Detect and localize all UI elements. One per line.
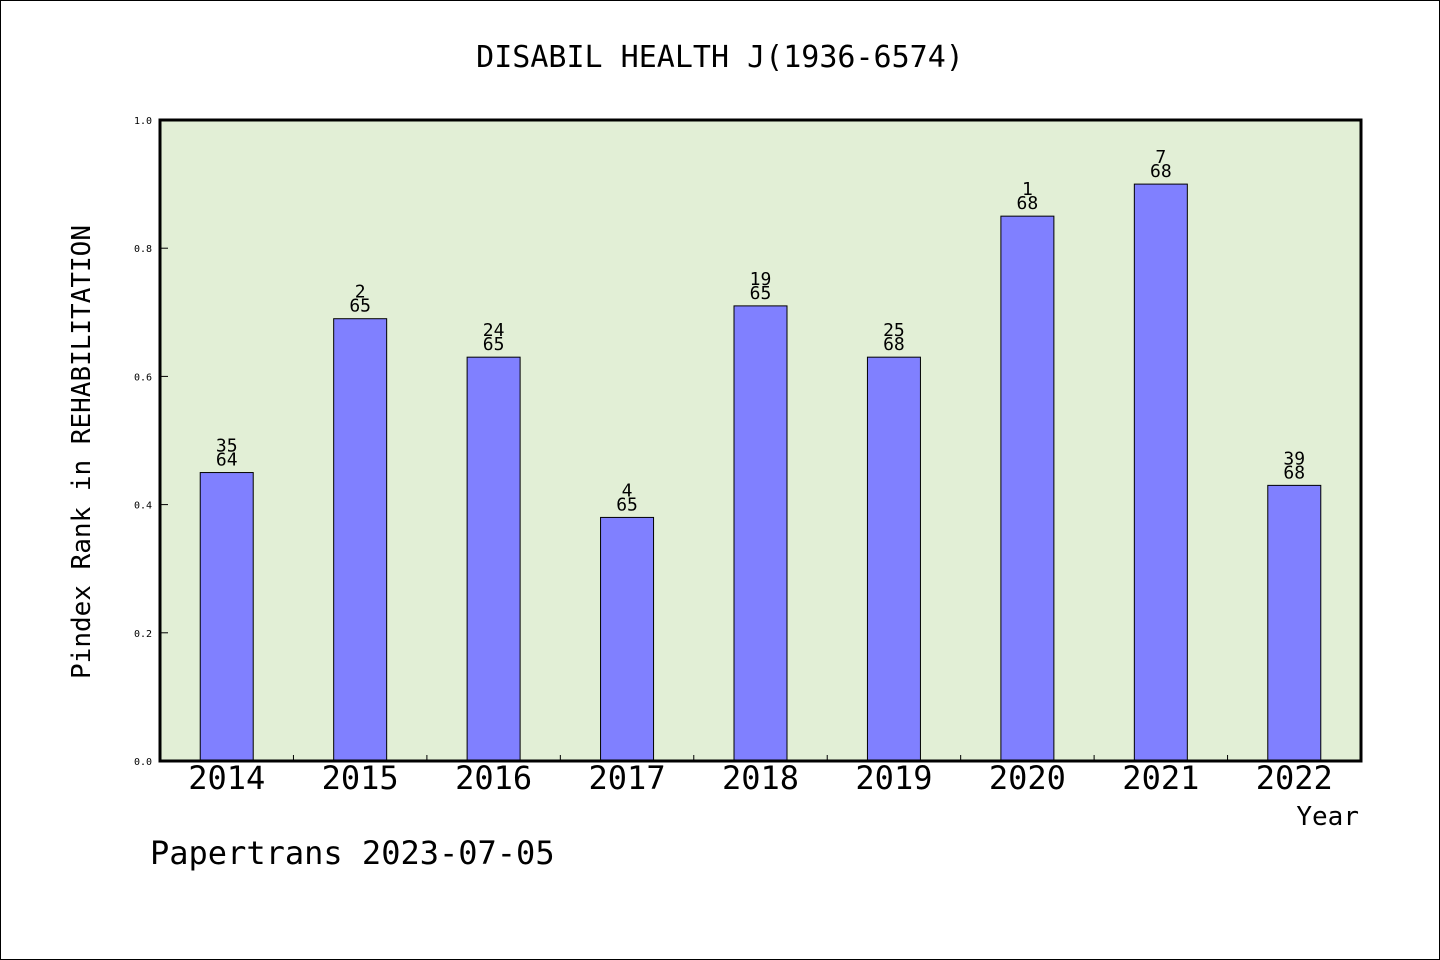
bar bbox=[466, 356, 521, 762]
bar-total-label: 68 bbox=[1150, 161, 1172, 182]
bar bbox=[1267, 484, 1322, 762]
x-ticks-group: 2014 2015 2016 2017 2018 2019 2020 2021 2022 bbox=[188, 755, 1333, 797]
bar-rank-label: 35 bbox=[216, 436, 238, 457]
bar-rank-label: 39 bbox=[1283, 448, 1305, 469]
bar-total-label: 68 bbox=[883, 334, 905, 355]
bar-total-label: 65 bbox=[483, 334, 505, 355]
bar bbox=[1133, 183, 1188, 762]
bar bbox=[199, 472, 254, 762]
bar bbox=[733, 305, 788, 762]
chart-title: DISABIL HEALTH J(1936-6574) bbox=[476, 40, 964, 75]
y-tick-label: 0.2 bbox=[134, 629, 152, 640]
bar-total-label: 65 bbox=[616, 494, 638, 515]
plot-border bbox=[158, 118, 1363, 763]
x-tick-label: 2016 bbox=[455, 759, 532, 797]
y-axis-label: Pindex Rank in REHABILITATION bbox=[67, 225, 97, 679]
y-tick-label: 1.0 bbox=[134, 116, 152, 127]
x-tick-label: 2019 bbox=[855, 759, 932, 797]
bar-rank-label: 19 bbox=[750, 269, 772, 290]
bar-rank-label: 24 bbox=[483, 320, 505, 341]
bar-rank-label: 25 bbox=[883, 320, 905, 341]
bar bbox=[333, 318, 388, 762]
x-tick-label: 2018 bbox=[722, 759, 799, 797]
bar-rank-label: 4 bbox=[622, 480, 633, 501]
x-tick-label: 2014 bbox=[188, 759, 265, 797]
y-tick-label: 0.8 bbox=[134, 244, 152, 255]
x-tick-label: 2015 bbox=[322, 759, 399, 797]
x-tick-label: 2017 bbox=[589, 759, 666, 797]
bar bbox=[866, 356, 921, 762]
footer-credit: Papertrans 2023-07-05 bbox=[150, 834, 555, 872]
x-tick-label: 2022 bbox=[1256, 759, 1333, 797]
bars-group bbox=[199, 183, 1322, 762]
bar-rank-label: 7 bbox=[1155, 147, 1166, 168]
x-axis-label: Year bbox=[1296, 802, 1359, 832]
bar-rank-label: 2 bbox=[355, 282, 366, 303]
bar-total-label: 65 bbox=[349, 296, 371, 317]
bar-total-label: 64 bbox=[216, 450, 238, 471]
y-tick-label: 0.4 bbox=[134, 501, 152, 512]
bar-total-label: 68 bbox=[1283, 462, 1305, 483]
bar bbox=[600, 516, 655, 762]
bar-total-label: 68 bbox=[1017, 193, 1039, 214]
bar-total-label: 65 bbox=[750, 283, 772, 304]
x-tick-label: 2021 bbox=[1122, 759, 1199, 797]
y-tick-label: 0.0 bbox=[134, 757, 152, 768]
y-tick-label: 0.6 bbox=[134, 372, 152, 383]
bar-rank-label: 1 bbox=[1022, 179, 1033, 200]
x-tick-label: 2020 bbox=[989, 759, 1066, 797]
bar bbox=[1000, 215, 1055, 762]
